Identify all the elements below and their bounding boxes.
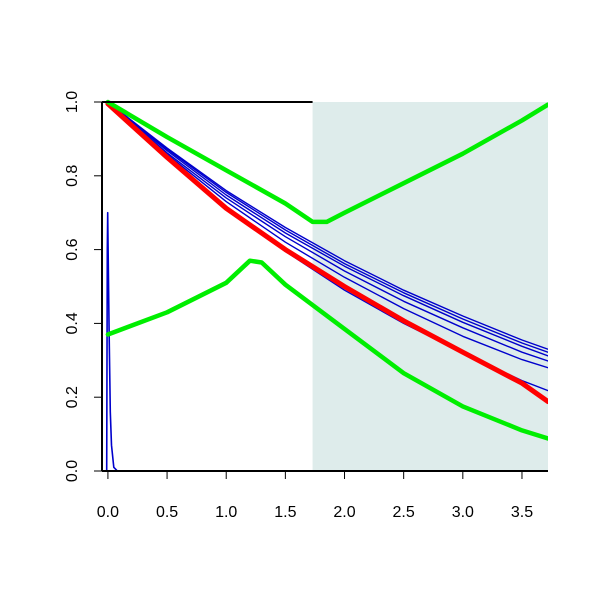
x-tick-label: 3.0 [452, 504, 474, 521]
series-line-6 [105, 211, 548, 472]
shaded-region [312, 102, 548, 471]
series-line-1 [107, 101, 548, 353]
y-tick-label: 0.6 [64, 238, 81, 260]
x-tick-label: 2.0 [333, 504, 355, 521]
y-tick-label: 0.8 [64, 165, 81, 187]
x-tick-label: 0.0 [97, 504, 119, 521]
x-tick-label: 1.5 [274, 504, 296, 521]
x-tick-label: 0.5 [156, 504, 178, 521]
series-line-0 [107, 101, 548, 350]
x-tick-label: 3.5 [511, 504, 533, 521]
series-line-9 [105, 258, 548, 441]
series-line-4 [107, 101, 548, 369]
series-line-8 [105, 99, 548, 225]
y-tick-label: 0.4 [64, 312, 81, 334]
x-tick-label: 2.5 [393, 504, 415, 521]
series-line-3 [107, 101, 548, 362]
x-tick-label: 1.0 [215, 504, 237, 521]
y-tick-label: 0.0 [64, 460, 81, 482]
series-line-7 [105, 101, 548, 405]
axes-layer: 0.0 0.5 1.0 1.5 2.0 2.5 3.0 3.5 0.0 0.2 0.4 0.6 0.8 1… [64, 91, 548, 521]
series-layer [105, 99, 548, 472]
series-line-2 [107, 101, 548, 357]
y-tick-label: 0.2 [64, 386, 81, 408]
y-tick-label: 1.0 [64, 91, 81, 113]
